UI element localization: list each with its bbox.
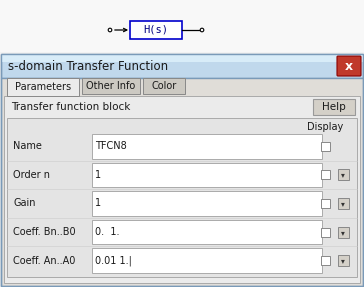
FancyBboxPatch shape (143, 78, 185, 94)
Text: TFCN8: TFCN8 (95, 141, 127, 151)
Bar (320, 199, 329, 208)
Text: Parameters: Parameters (15, 82, 71, 92)
Text: 0.  1.: 0. 1. (95, 227, 119, 237)
Bar (7, 118, 357, 277)
Bar (337, 227, 348, 238)
Text: Other Info: Other Info (86, 81, 136, 91)
Circle shape (108, 28, 112, 32)
Bar (0, 0, 364, 52)
Text: Coeff. Bn..B0: Coeff. Bn..B0 (13, 227, 76, 237)
Text: ▾: ▾ (341, 199, 345, 208)
Text: Coeff. An..A0: Coeff. An..A0 (13, 256, 75, 266)
Bar (337, 198, 348, 209)
Text: Name: Name (13, 141, 42, 151)
Circle shape (200, 28, 204, 32)
Text: ▾: ▾ (341, 256, 345, 265)
Text: s-domain Transfer Function: s-domain Transfer Function (8, 59, 168, 73)
Text: 1: 1 (95, 199, 101, 208)
Bar (337, 169, 348, 181)
Bar (130, 21, 182, 39)
Bar (4, 96, 360, 283)
Bar (1, 78, 363, 286)
Text: ▾: ▾ (341, 228, 345, 236)
Bar (320, 170, 329, 179)
Text: Gain: Gain (13, 199, 36, 208)
Text: H(s): H(s) (143, 25, 169, 35)
Text: 1: 1 (95, 170, 101, 180)
Text: ▾: ▾ (341, 170, 345, 179)
Text: Help: Help (322, 102, 346, 112)
Text: Transfer function block: Transfer function block (11, 102, 130, 112)
FancyBboxPatch shape (7, 78, 79, 96)
Bar (320, 228, 329, 236)
FancyBboxPatch shape (337, 56, 361, 76)
Bar (320, 142, 329, 151)
Bar (1, 54, 363, 62)
FancyBboxPatch shape (82, 78, 140, 94)
Text: 0.01 1.|: 0.01 1.| (95, 255, 132, 266)
Text: x: x (345, 59, 353, 73)
Bar (313, 99, 355, 115)
Bar (320, 256, 329, 265)
Bar (1, 54, 363, 286)
Bar (92, 163, 322, 187)
Bar (1, 54, 363, 78)
Text: Display: Display (307, 122, 343, 132)
Bar (92, 134, 322, 159)
Text: Color: Color (151, 81, 177, 91)
Bar (92, 220, 322, 245)
Bar (337, 255, 348, 266)
Bar (92, 191, 322, 216)
Bar (92, 249, 322, 273)
Text: Order n: Order n (13, 170, 50, 180)
